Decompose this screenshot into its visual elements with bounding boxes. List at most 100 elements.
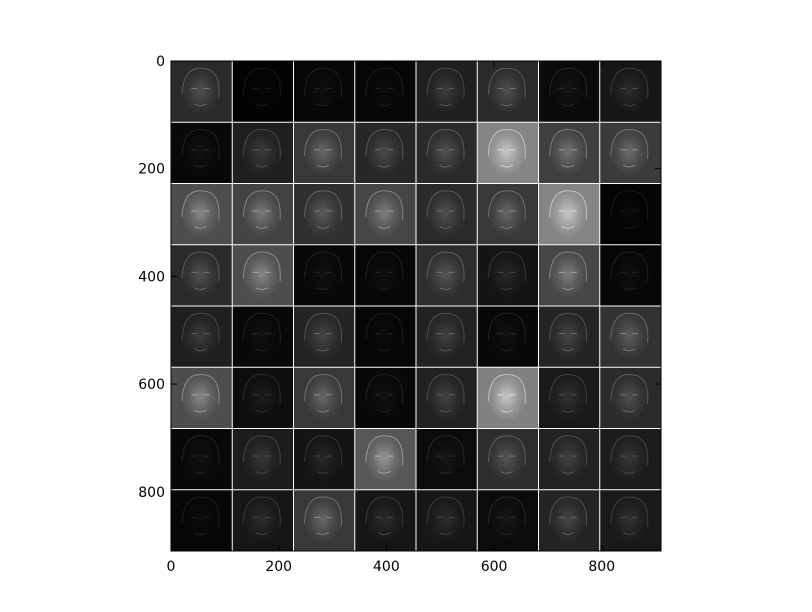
tile-mouth — [255, 409, 269, 413]
tile-hair-edge — [304, 496, 343, 527]
tile-face-highlight — [303, 250, 343, 300]
tile-hair-edge — [181, 67, 220, 98]
tile-face-highlight — [242, 128, 282, 178]
tile-mouth — [500, 164, 514, 168]
tile-face-highlight — [425, 250, 465, 300]
tile-mouth — [439, 409, 452, 413]
tile-face-highlight — [242, 495, 282, 545]
tile-hair-edge — [242, 67, 281, 98]
tile-hair-edge — [426, 374, 465, 405]
tile-mouth — [194, 225, 207, 229]
tile-mouth — [439, 225, 452, 229]
feature-tile — [599, 244, 661, 306]
feature-tile — [416, 489, 478, 551]
feature-tile — [477, 244, 539, 306]
tile-mouth — [561, 103, 575, 107]
tile-hair-edge — [181, 496, 220, 527]
feature-tile — [293, 367, 355, 429]
tile-face-highlight — [180, 373, 220, 423]
tile-face-highlight — [548, 312, 588, 362]
tile-hair-edge — [610, 67, 649, 98]
tile-mouth — [255, 287, 269, 290]
tile-hair-edge — [487, 251, 526, 282]
feature-tile — [477, 306, 539, 368]
tile-face-highlight — [487, 189, 527, 239]
x-tick-label: 600 — [481, 559, 508, 575]
tile-mouth — [194, 532, 207, 535]
feature-tile — [171, 244, 233, 306]
tile-face-highlight — [242, 67, 281, 116]
feature-tile — [416, 61, 478, 123]
feature-tile — [477, 367, 539, 429]
tile-mouth — [255, 470, 269, 474]
tile-face-highlight — [487, 495, 527, 545]
tile-face-highlight — [242, 373, 282, 423]
tile-hair-edge — [242, 374, 281, 405]
tile-face-highlight — [610, 190, 649, 239]
feature-tile — [171, 367, 233, 429]
tile-face-highlight — [180, 312, 220, 362]
feature-tile — [354, 489, 416, 551]
feature-tile — [416, 244, 478, 306]
tile-face-highlight — [548, 495, 588, 545]
feature-tile — [416, 122, 478, 184]
plot-area — [171, 61, 661, 551]
tile-hair-edge — [426, 312, 465, 343]
feature-tile — [354, 428, 416, 490]
tile-hair-edge — [487, 496, 526, 527]
tile-face-highlight — [425, 67, 465, 117]
feature-tile — [477, 122, 539, 184]
tile-hair-edge — [365, 435, 404, 466]
feature-tile — [293, 122, 355, 184]
tile-face-highlight — [609, 67, 649, 117]
tile-hair-edge — [242, 129, 281, 160]
y-tick-label: 400 — [138, 269, 165, 285]
feature-tile — [171, 61, 233, 123]
tile-hair-edge — [549, 67, 588, 98]
y-tick-label: 800 — [138, 485, 165, 501]
tile-hair-edge — [549, 251, 588, 282]
feature-tile — [416, 183, 478, 245]
tile-face-highlight — [609, 128, 649, 178]
tile-face-highlight — [180, 128, 220, 178]
plot-frame — [170, 60, 662, 552]
tile-hair-edge — [610, 251, 649, 282]
tile-face-highlight — [242, 189, 282, 239]
feature-tile — [354, 122, 416, 184]
tile-hair-edge — [304, 190, 343, 221]
tile-mouth — [316, 348, 330, 352]
x-tick-label: 400 — [373, 559, 400, 575]
tile-face-highlight — [609, 312, 649, 362]
tile-face-highlight — [548, 250, 588, 300]
feature-tile — [477, 183, 539, 245]
tile-mouth — [255, 103, 269, 107]
feature-tile — [538, 428, 600, 490]
feature-tile — [293, 183, 355, 245]
tile-mouth — [622, 348, 636, 352]
tile-mouth — [500, 103, 514, 107]
tile-face-highlight — [180, 189, 220, 239]
tile-face-highlight — [303, 495, 343, 545]
tile-mouth — [500, 348, 514, 352]
feature-tile — [599, 61, 661, 123]
feature-tile — [538, 367, 600, 429]
tile-hair-edge — [426, 496, 465, 527]
tile-face-highlight — [487, 250, 527, 300]
tile-face-highlight — [425, 434, 465, 484]
tile-mouth — [561, 164, 575, 168]
tile-face-highlight — [487, 373, 527, 423]
tile-mouth — [194, 409, 207, 413]
tile-mouth — [377, 409, 391, 413]
tile-hair-edge — [549, 190, 588, 221]
feature-tile — [171, 306, 233, 368]
x-tick-label: 200 — [265, 559, 292, 575]
feature-tile — [232, 367, 294, 429]
tile-face-highlight — [180, 250, 220, 300]
tile-hair-edge — [487, 67, 526, 98]
tile-hair-edge — [426, 435, 465, 466]
tile-hair-edge — [549, 312, 588, 343]
tile-hair-edge — [242, 312, 281, 343]
feature-tile — [599, 489, 661, 551]
tile-hair-edge — [610, 312, 649, 343]
